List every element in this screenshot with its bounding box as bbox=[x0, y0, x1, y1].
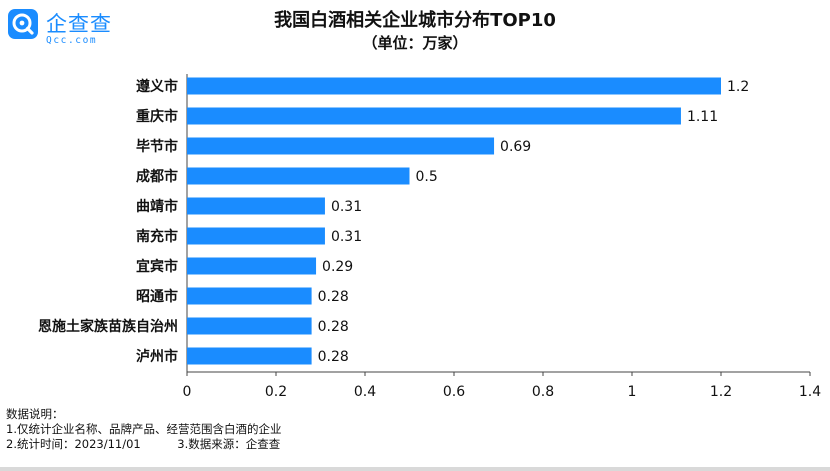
value-label-2: 1.11 bbox=[687, 109, 718, 125]
value-label-6: 0.31 bbox=[331, 229, 362, 245]
notes-heading: 数据说明： bbox=[6, 407, 64, 421]
chart-subtitle: （单位：万家） bbox=[362, 34, 468, 52]
x-tick-label-5: 0.8 bbox=[532, 384, 554, 400]
category-label-9: 恩施土家族苗族自治州 bbox=[38, 318, 178, 335]
category-label-8: 昭通市 bbox=[136, 288, 178, 305]
x-tick-label-2: 0.2 bbox=[265, 384, 287, 400]
x-tick-label-1: 0 bbox=[183, 384, 192, 400]
bar-9 bbox=[187, 317, 312, 335]
value-label-5: 0.31 bbox=[331, 199, 362, 215]
bar-6 bbox=[187, 227, 325, 245]
value-label-7: 0.29 bbox=[322, 259, 353, 275]
x-tick-label-4: 0.6 bbox=[443, 384, 465, 400]
value-label-9: 0.28 bbox=[318, 319, 349, 335]
bar-7 bbox=[187, 257, 317, 275]
bar-8 bbox=[187, 287, 312, 305]
category-label-3: 毕节市 bbox=[136, 138, 178, 155]
x-tick-label-7: 1.2 bbox=[710, 384, 732, 400]
chart-title: 我国白酒相关企业城市分布TOP10 bbox=[274, 10, 556, 31]
category-label-7: 宜宾市 bbox=[136, 258, 178, 275]
category-label-6: 南充市 bbox=[136, 228, 178, 245]
value-label-10: 0.28 bbox=[318, 349, 349, 365]
notes-line-2: 2.统计时间：2023/11/01 3.数据来源：企查查 bbox=[6, 437, 281, 451]
x-tick-label-3: 0.4 bbox=[354, 384, 376, 400]
category-label-4: 成都市 bbox=[136, 168, 178, 185]
notes-line-1: 1.仅统计企业名称、品牌产品、经营范围含白酒的企业 bbox=[6, 422, 282, 436]
x-tick-label-6: 1 bbox=[628, 384, 637, 400]
value-label-3: 0.69 bbox=[500, 139, 531, 155]
category-label-10: 泸州市 bbox=[136, 348, 178, 365]
bar-3 bbox=[187, 137, 495, 155]
brand-domain: Qcc.com bbox=[46, 35, 98, 46]
bar-2 bbox=[187, 107, 681, 125]
bar-10 bbox=[187, 347, 312, 365]
bar-4 bbox=[187, 167, 410, 185]
value-label-4: 0.5 bbox=[416, 169, 438, 185]
value-label-1: 1.2 bbox=[727, 79, 749, 95]
brand-name: 企查查 bbox=[46, 12, 112, 36]
value-label-8: 0.28 bbox=[318, 289, 349, 305]
category-label-2: 重庆市 bbox=[136, 108, 178, 125]
x-tick-label-8: 1.4 bbox=[799, 384, 821, 400]
category-label-5: 曲靖市 bbox=[136, 198, 178, 215]
bar-1 bbox=[187, 77, 721, 95]
qcc-logo-icon bbox=[8, 9, 38, 39]
data-notes: 数据说明： 1.仅统计企业名称、品牌产品、经营范围含白酒的企业 2.统计时间：2… bbox=[6, 407, 281, 452]
bottom-divider bbox=[0, 467, 830, 471]
category-label-1: 遵义市 bbox=[136, 78, 178, 95]
bar-5 bbox=[187, 197, 325, 215]
brand-logo: 企查查 Qcc.com bbox=[8, 8, 128, 48]
